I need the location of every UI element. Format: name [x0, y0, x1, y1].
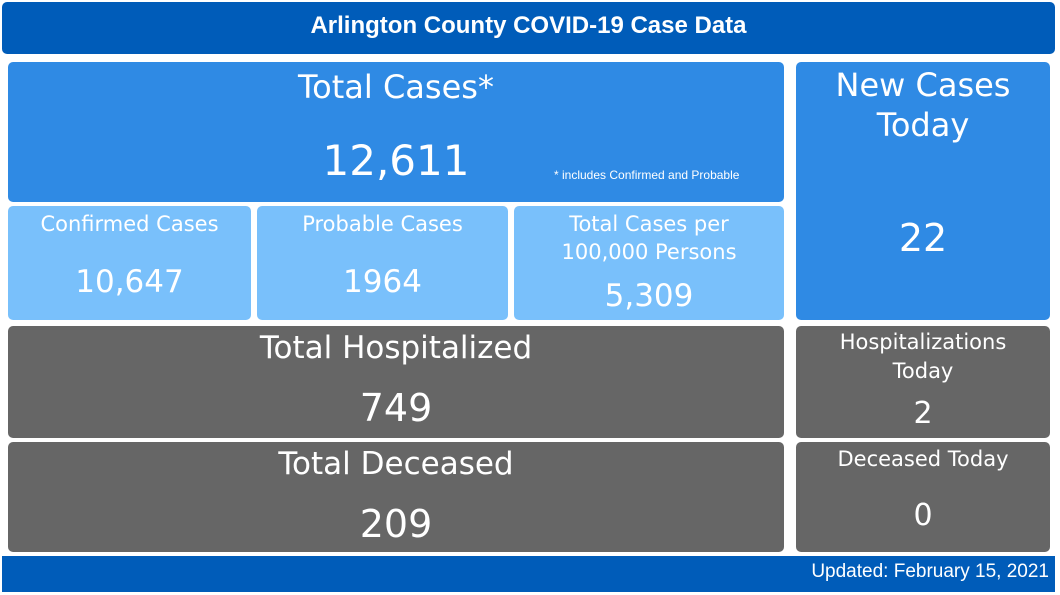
updated-date: Updated: February 15, 2021 [2, 556, 1055, 592]
per-100k-label-2: 100,000 Persons [561, 240, 737, 264]
deceased-today-card: Deceased Today 0 [796, 442, 1050, 552]
hospitalizations-today-card: Hospitalizations Today 2 [796, 326, 1050, 438]
hospitalized-value: 749 [359, 386, 433, 430]
probable-cases-card: Probable Cases 1964 [257, 206, 508, 320]
total-cases-value: 12,611 [322, 136, 470, 185]
hosp-today-label-1: Hospitalizations [839, 330, 1007, 354]
confirmed-cases-card: Confirmed Cases 10,647 [8, 206, 251, 320]
new-cases-label-1: New Cases [835, 66, 1011, 104]
deceased-card: Total Deceased 209 [8, 442, 784, 552]
per-100k-value: 5,309 [604, 278, 694, 314]
per-100k-card: Total Cases per 100,000 Persons 5,309 [514, 206, 784, 320]
probable-label: Probable Cases [302, 212, 463, 236]
hosp-today-value: 2 [913, 396, 933, 431]
hospitalized-card: Total Hospitalized 749 [8, 326, 784, 438]
deceased-value: 209 [359, 502, 433, 546]
hospitalized-label: Total Hospitalized [259, 330, 533, 366]
total-cases-note: * includes Confirmed and Probable [554, 168, 740, 182]
total-cases-card: Total Cases* 12,611 * includes Confirmed… [8, 62, 784, 202]
new-cases-value: 22 [898, 216, 948, 260]
total-cases-label: Total Cases* [298, 68, 494, 106]
deceased-today-label: Deceased Today [837, 447, 1009, 471]
confirmed-value: 10,647 [75, 264, 184, 300]
deceased-label: Total Deceased [278, 446, 514, 482]
hosp-today-label-2: Today [892, 359, 954, 383]
new-cases-label-2: Today [876, 106, 970, 144]
deceased-today-value: 0 [913, 498, 933, 533]
confirmed-label: Confirmed Cases [40, 212, 219, 236]
new-cases-card: New Cases Today 22 [796, 62, 1050, 320]
probable-value: 1964 [343, 264, 422, 300]
page-title: Arlington County COVID-19 Case Data [2, 2, 1055, 54]
per-100k-label-1: Total Cases per [569, 212, 729, 236]
